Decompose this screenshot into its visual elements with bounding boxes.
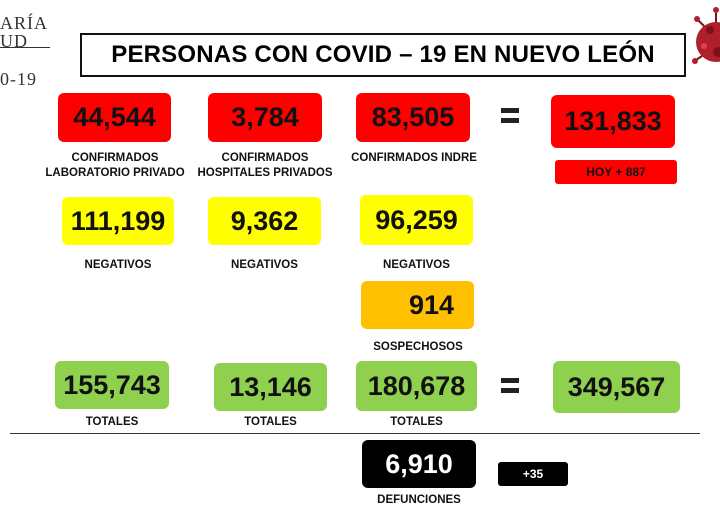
total-private-lab-label: TOTALES [85, 416, 139, 428]
deaths-value: 6,910 [362, 440, 476, 488]
total-private-hospitals-value: 13,146 [214, 363, 327, 411]
logo-text-line1: ARÍA [0, 13, 48, 33]
virus-icon [692, 7, 720, 64]
confirmed-total-value: 131,833 [551, 95, 675, 148]
page-title: PERSONAS CON COVID – 19 EN NUEVO LEÓN [80, 33, 686, 77]
equals-sign-totals [501, 378, 519, 398]
deaths-increase-badge: +35 [498, 462, 568, 486]
confirmed-private-hospitals-value: 3,784 [208, 93, 322, 142]
negative-indre-value: 96,259 [360, 195, 473, 245]
section-divider [10, 433, 700, 434]
logo-divider [0, 47, 50, 48]
confirmed-private-hospitals-label: CONFIRMADOS HOSPITALES PRIVADOS [197, 152, 333, 179]
negative-private-hospitals-label: NEGATIVOS [231, 259, 298, 271]
suspects-value: 914 [361, 281, 474, 329]
logo-text-line3: 0-19 [0, 69, 37, 89]
negative-private-hospitals-value: 9,362 [208, 197, 321, 245]
confirmed-private-lab-value: 44,544 [58, 93, 171, 142]
negative-private-lab-label: NEGATIVOS [84, 259, 152, 271]
suspects-label: SOSPECHOSOS [373, 341, 463, 353]
today-increase-badge: HOY + 887 [555, 160, 677, 184]
equals-sign [501, 108, 519, 128]
total-indre-label: TOTALES [390, 416, 443, 428]
confirmed-indre-value: 83,505 [356, 93, 470, 142]
confirmed-indre-label: CONFIRMADOS INDRE [351, 152, 477, 164]
negative-indre-label: NEGATIVOS [383, 259, 450, 271]
total-private-hospitals-label: TOTALES [244, 416, 297, 428]
grand-total-value: 349,567 [553, 361, 680, 413]
confirmed-private-lab-label: CONFIRMADOS LABORATORIO PRIVADO [45, 152, 185, 179]
total-private-lab-value: 155,743 [55, 361, 169, 409]
logo-text-line2: UD [0, 31, 28, 51]
total-indre-value: 180,678 [356, 361, 477, 411]
negative-private-lab-value: 111,199 [62, 197, 174, 245]
deaths-label: DEFUNCIONES [377, 494, 461, 506]
